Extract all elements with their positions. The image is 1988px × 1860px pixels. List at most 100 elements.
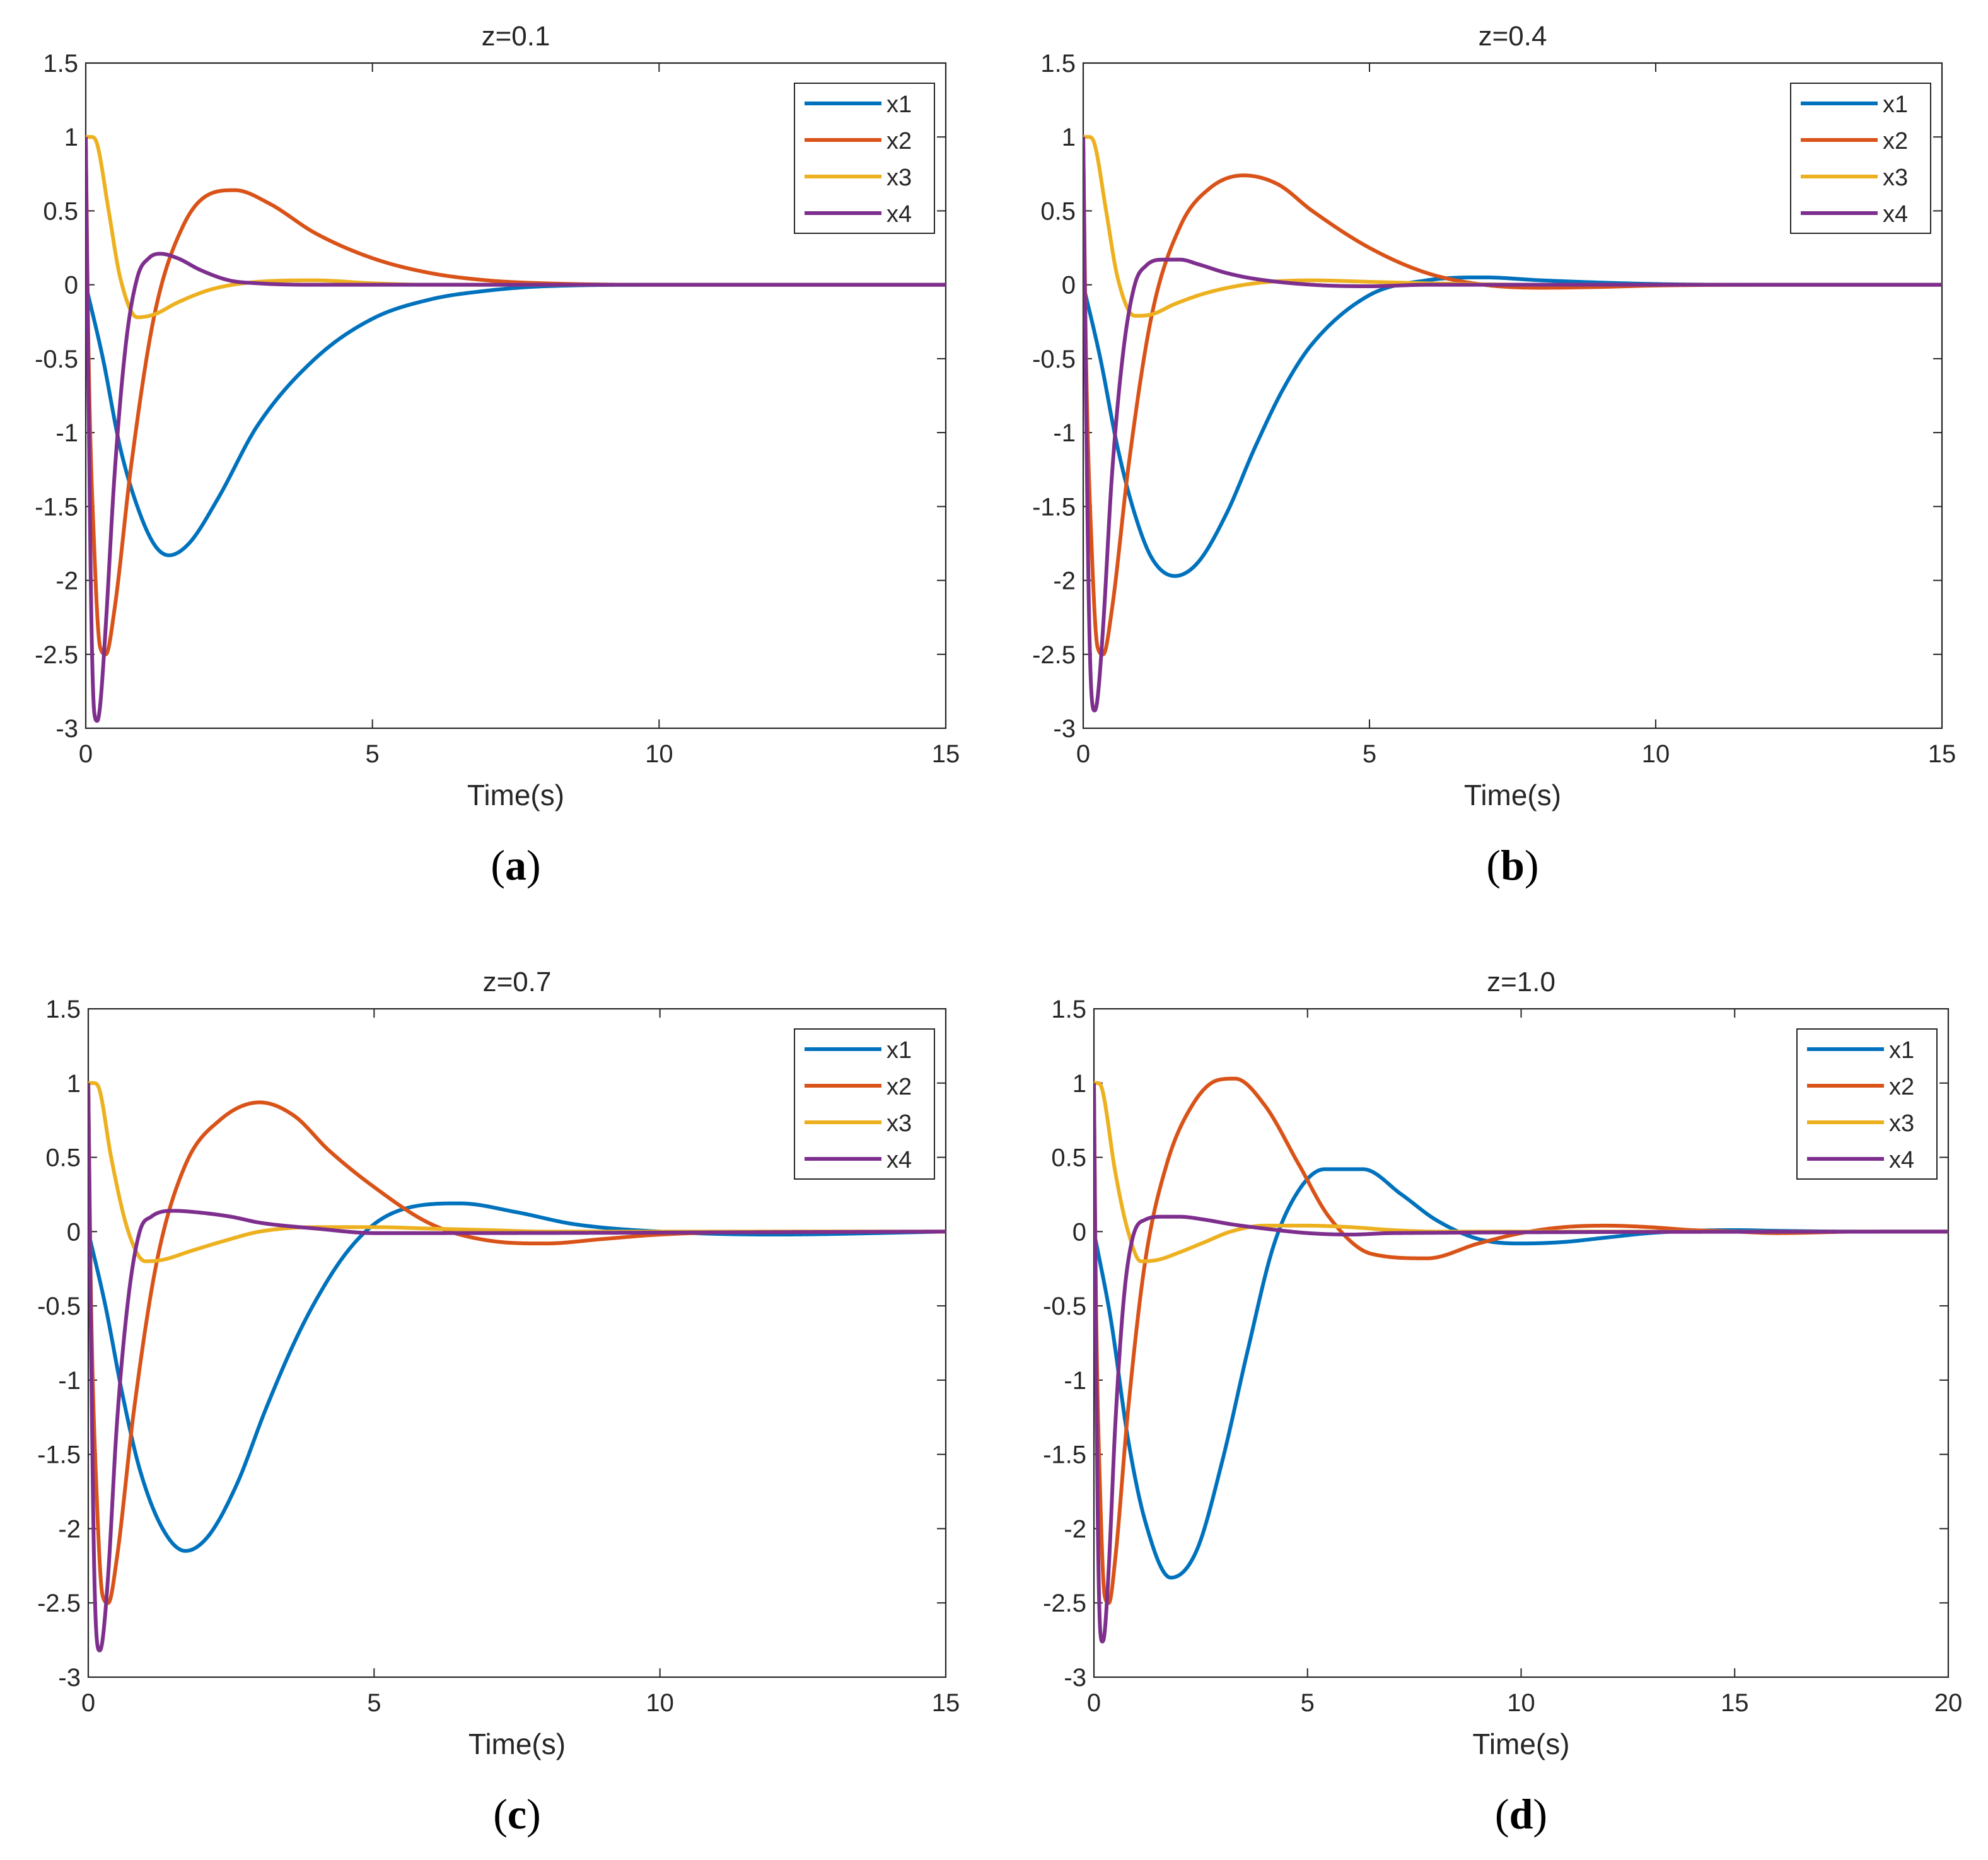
caption-close: ) (526, 1790, 541, 1838)
series-line-x4 (86, 136, 946, 723)
y-tick-label: 1.5 (1040, 50, 1076, 78)
y-tick-label: 0.5 (1040, 197, 1076, 225)
y-tick-label: -0.5 (1032, 346, 1076, 373)
caption-letter: a (505, 841, 526, 889)
legend-box (794, 83, 935, 234)
legend-box (1790, 83, 1931, 234)
legend-label-x4: x4 (886, 201, 912, 228)
x-tick-label: 20 (1934, 1689, 1963, 1717)
series-line-x4 (1083, 136, 1942, 712)
legend-label-x4: x4 (1889, 1147, 1914, 1173)
legend: x1 x2 x3 x4 (1796, 1028, 1938, 1180)
legend: x1 x2 x3 x4 (794, 1028, 935, 1180)
panel-caption: (c) (493, 1790, 541, 1838)
y-tick-label: -2.5 (1032, 641, 1076, 669)
y-tick-label: -3 (58, 1664, 81, 1692)
caption-open: ( (1495, 1790, 1509, 1838)
y-tick-label: -1.5 (35, 493, 78, 521)
y-tick-label: 1.5 (45, 996, 81, 1023)
caption-close: ) (1533, 1790, 1547, 1838)
chart-panel-1: -3 -2.5 -2 -1.5 -1 -0.5 0 0.5 1 1.5 0 5 10 15 z=0.1 Tim… (35, 21, 960, 889)
y-tick-label: -2 (55, 567, 78, 595)
legend-box (794, 1028, 935, 1180)
legend-label-x2: x2 (886, 128, 912, 154)
x-tick-label: 0 (1076, 740, 1090, 768)
chart-panel-3: -3 -2.5 -2 -1.5 -1 -0.5 0 0.5 1 1.5 0 5 10 15 z=0.7 Tim… (37, 967, 960, 1838)
y-tick-label: 1 (64, 124, 78, 151)
y-tick-label: 1 (1062, 124, 1076, 151)
x-tick-label: 0 (79, 740, 93, 768)
x-tick-label: 10 (1642, 740, 1670, 768)
chart-title: z=1.0 (1487, 967, 1555, 997)
legend-label-x2: x2 (886, 1074, 912, 1100)
panel-caption: (d) (1495, 1790, 1547, 1838)
y-tick-label: -0.5 (1043, 1293, 1086, 1320)
y-tick-label: -2 (1064, 1515, 1086, 1543)
x-tick-label: 15 (1928, 740, 1956, 768)
y-tick-label: 0 (1062, 272, 1076, 299)
legend-label-x4: x4 (886, 1147, 912, 1173)
x-tick-label: 10 (1507, 1689, 1535, 1717)
y-tick-label: -2.5 (35, 641, 78, 669)
caption-close: ) (1525, 841, 1539, 889)
chart-panel-2: -3 -2.5 -2 -1.5 -1 -0.5 0 0.5 1 1.5 0 5 10 15 z=0.4 Tim… (1032, 21, 1956, 889)
y-tick-label: -2.5 (1043, 1590, 1086, 1617)
y-tick-label: -0.5 (37, 1293, 81, 1320)
legend-label-x1: x1 (1889, 1037, 1914, 1064)
y-tick-label: 0 (1072, 1218, 1086, 1246)
y-tick-label: 1.5 (43, 50, 78, 78)
caption-letter: c (508, 1790, 526, 1838)
x-tick-label: 5 (1301, 1689, 1315, 1717)
series-line-x4 (88, 1083, 946, 1653)
y-tick-label: 1 (1072, 1070, 1086, 1098)
legend-label-x3: x3 (1889, 1110, 1914, 1137)
legend-label-x4: x4 (1883, 201, 1908, 228)
x-axis-label: Time(s) (467, 779, 564, 811)
y-tick-label: -1 (55, 419, 78, 447)
x-tick-label: 5 (367, 1689, 381, 1717)
series-line-x4 (1094, 1083, 1948, 1644)
caption-open: ( (491, 841, 505, 889)
x-tick-label: 0 (1087, 1689, 1101, 1717)
legend-label-x3: x3 (1883, 165, 1908, 191)
x-tick-label: 10 (646, 1689, 674, 1717)
y-tick-label: 1.5 (1051, 996, 1086, 1023)
y-tick-label: -2 (1053, 567, 1076, 595)
legend-label-x2: x2 (1883, 128, 1908, 154)
legend-label-x1: x1 (1883, 91, 1908, 118)
y-tick-label: 0.5 (45, 1144, 81, 1172)
x-tick-label: 5 (366, 740, 380, 768)
x-tick-label: 10 (645, 740, 673, 768)
y-tick-label: -1.5 (1043, 1441, 1086, 1469)
chart-title: z=0.7 (483, 967, 552, 997)
x-tick-label: 15 (1721, 1689, 1749, 1717)
x-tick-label: 0 (81, 1689, 95, 1717)
y-tick-label: 0 (64, 272, 78, 299)
legend-label-x3: x3 (886, 165, 912, 191)
y-tick-label: 0.5 (1051, 1144, 1086, 1172)
caption-close: ) (526, 841, 541, 889)
legend-label-x2: x2 (1889, 1074, 1914, 1100)
y-tick-label: -2 (58, 1515, 81, 1543)
panel-caption: (a) (491, 841, 540, 889)
y-tick-label: 0 (67, 1218, 81, 1246)
chart-title: z=0.4 (1479, 21, 1547, 52)
caption-open: ( (493, 1790, 508, 1838)
chart-title: z=0.1 (482, 21, 550, 52)
x-axis-label: Time(s) (1464, 779, 1561, 811)
panel-caption: (b) (1486, 841, 1538, 889)
x-axis-label: Time(s) (468, 1728, 566, 1760)
legend-box (1796, 1028, 1938, 1180)
y-tick-label: 1 (67, 1070, 81, 1098)
legend: x1 x2 x3 x4 (794, 83, 935, 234)
y-tick-label: -1 (1064, 1367, 1086, 1395)
legend-label-x1: x1 (886, 91, 912, 118)
y-tick-label: -1 (1053, 419, 1076, 447)
y-tick-label: -1.5 (37, 1441, 81, 1469)
chart-panel-4: -3 -2.5 -2 -1.5 -1 -0.5 0 0.5 1 1.5 0 5 10 15 20 z=1.0 T… (1043, 967, 1962, 1838)
y-tick-label: 0.5 (43, 197, 78, 225)
x-tick-label: 15 (932, 740, 960, 768)
y-tick-label: -3 (55, 715, 78, 743)
x-tick-label: 15 (932, 1689, 960, 1717)
